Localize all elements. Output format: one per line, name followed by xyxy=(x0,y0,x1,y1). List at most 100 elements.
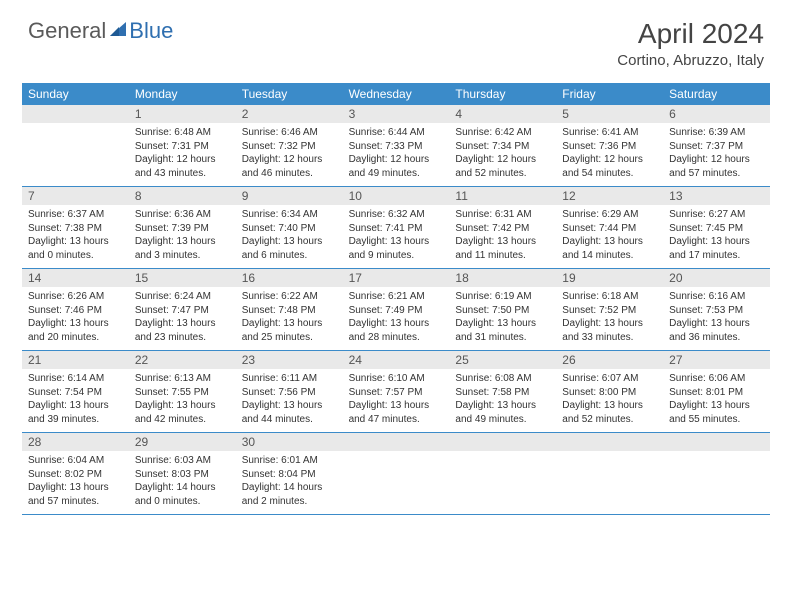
day-number: 28 xyxy=(22,433,129,451)
day-number xyxy=(449,433,556,451)
day-info xyxy=(343,451,450,460)
sail-icon xyxy=(108,18,128,44)
weekday-sun: Sunday xyxy=(22,83,129,105)
calendar-cell xyxy=(556,433,663,514)
calendar-cell: 22Sunrise: 6:13 AMSunset: 7:55 PMDayligh… xyxy=(129,351,236,432)
day-number xyxy=(556,433,663,451)
calendar-week: 14Sunrise: 6:26 AMSunset: 7:46 PMDayligh… xyxy=(22,269,770,351)
day-info: Sunrise: 6:06 AMSunset: 8:01 PMDaylight:… xyxy=(663,369,770,432)
day-info: Sunrise: 6:29 AMSunset: 7:44 PMDaylight:… xyxy=(556,205,663,268)
calendar-cell: 11Sunrise: 6:31 AMSunset: 7:42 PMDayligh… xyxy=(449,187,556,268)
day-number: 16 xyxy=(236,269,343,287)
calendar-cell: 25Sunrise: 6:08 AMSunset: 7:58 PMDayligh… xyxy=(449,351,556,432)
calendar-cell: 3Sunrise: 6:44 AMSunset: 7:33 PMDaylight… xyxy=(343,105,450,186)
day-info: Sunrise: 6:14 AMSunset: 7:54 PMDaylight:… xyxy=(22,369,129,432)
title-block: April 2024 Cortino, Abruzzo, Italy xyxy=(617,18,764,69)
day-number: 4 xyxy=(449,105,556,123)
calendar-cell: 12Sunrise: 6:29 AMSunset: 7:44 PMDayligh… xyxy=(556,187,663,268)
day-number: 27 xyxy=(663,351,770,369)
day-number: 1 xyxy=(129,105,236,123)
day-info: Sunrise: 6:27 AMSunset: 7:45 PMDaylight:… xyxy=(663,205,770,268)
calendar-cell: 13Sunrise: 6:27 AMSunset: 7:45 PMDayligh… xyxy=(663,187,770,268)
day-number: 8 xyxy=(129,187,236,205)
page-title: April 2024 xyxy=(617,18,764,50)
weekday-header: Sunday Monday Tuesday Wednesday Thursday… xyxy=(22,83,770,105)
day-number: 5 xyxy=(556,105,663,123)
day-info: Sunrise: 6:26 AMSunset: 7:46 PMDaylight:… xyxy=(22,287,129,350)
day-info: Sunrise: 6:36 AMSunset: 7:39 PMDaylight:… xyxy=(129,205,236,268)
day-number: 19 xyxy=(556,269,663,287)
calendar-cell xyxy=(343,433,450,514)
calendar-cell: 18Sunrise: 6:19 AMSunset: 7:50 PMDayligh… xyxy=(449,269,556,350)
weekday-thu: Thursday xyxy=(449,83,556,105)
calendar-cell: 23Sunrise: 6:11 AMSunset: 7:56 PMDayligh… xyxy=(236,351,343,432)
day-info: Sunrise: 6:41 AMSunset: 7:36 PMDaylight:… xyxy=(556,123,663,186)
weekday-tue: Tuesday xyxy=(236,83,343,105)
calendar-cell: 4Sunrise: 6:42 AMSunset: 7:34 PMDaylight… xyxy=(449,105,556,186)
calendar-cell: 9Sunrise: 6:34 AMSunset: 7:40 PMDaylight… xyxy=(236,187,343,268)
calendar-cell: 15Sunrise: 6:24 AMSunset: 7:47 PMDayligh… xyxy=(129,269,236,350)
weekday-wed: Wednesday xyxy=(343,83,450,105)
day-info: Sunrise: 6:37 AMSunset: 7:38 PMDaylight:… xyxy=(22,205,129,268)
day-info: Sunrise: 6:13 AMSunset: 7:55 PMDaylight:… xyxy=(129,369,236,432)
day-number: 14 xyxy=(22,269,129,287)
calendar-cell: 2Sunrise: 6:46 AMSunset: 7:32 PMDaylight… xyxy=(236,105,343,186)
day-info: Sunrise: 6:18 AMSunset: 7:52 PMDaylight:… xyxy=(556,287,663,350)
day-number xyxy=(663,433,770,451)
day-number xyxy=(343,433,450,451)
day-info: Sunrise: 6:16 AMSunset: 7:53 PMDaylight:… xyxy=(663,287,770,350)
day-number: 15 xyxy=(129,269,236,287)
calendar-cell: 20Sunrise: 6:16 AMSunset: 7:53 PMDayligh… xyxy=(663,269,770,350)
calendar-cell: 26Sunrise: 6:07 AMSunset: 8:00 PMDayligh… xyxy=(556,351,663,432)
day-info: Sunrise: 6:24 AMSunset: 7:47 PMDaylight:… xyxy=(129,287,236,350)
calendar: Sunday Monday Tuesday Wednesday Thursday… xyxy=(22,83,770,515)
calendar-body: 1Sunrise: 6:48 AMSunset: 7:31 PMDaylight… xyxy=(22,105,770,515)
day-number: 22 xyxy=(129,351,236,369)
day-info xyxy=(663,451,770,460)
calendar-week: 28Sunrise: 6:04 AMSunset: 8:02 PMDayligh… xyxy=(22,433,770,515)
calendar-cell: 19Sunrise: 6:18 AMSunset: 7:52 PMDayligh… xyxy=(556,269,663,350)
calendar-cell: 14Sunrise: 6:26 AMSunset: 7:46 PMDayligh… xyxy=(22,269,129,350)
calendar-cell: 17Sunrise: 6:21 AMSunset: 7:49 PMDayligh… xyxy=(343,269,450,350)
calendar-cell: 16Sunrise: 6:22 AMSunset: 7:48 PMDayligh… xyxy=(236,269,343,350)
day-info: Sunrise: 6:48 AMSunset: 7:31 PMDaylight:… xyxy=(129,123,236,186)
day-info: Sunrise: 6:03 AMSunset: 8:03 PMDaylight:… xyxy=(129,451,236,514)
weekday-sat: Saturday xyxy=(663,83,770,105)
day-number: 9 xyxy=(236,187,343,205)
day-info xyxy=(449,451,556,460)
day-number: 24 xyxy=(343,351,450,369)
day-number: 10 xyxy=(343,187,450,205)
day-info: Sunrise: 6:08 AMSunset: 7:58 PMDaylight:… xyxy=(449,369,556,432)
day-info: Sunrise: 6:04 AMSunset: 8:02 PMDaylight:… xyxy=(22,451,129,514)
brand-part2: Blue xyxy=(129,18,173,44)
calendar-cell xyxy=(663,433,770,514)
calendar-cell xyxy=(22,105,129,186)
page-subtitle: Cortino, Abruzzo, Italy xyxy=(617,52,764,69)
day-info: Sunrise: 6:46 AMSunset: 7:32 PMDaylight:… xyxy=(236,123,343,186)
calendar-week: 7Sunrise: 6:37 AMSunset: 7:38 PMDaylight… xyxy=(22,187,770,269)
calendar-cell: 30Sunrise: 6:01 AMSunset: 8:04 PMDayligh… xyxy=(236,433,343,514)
day-number: 26 xyxy=(556,351,663,369)
calendar-cell: 28Sunrise: 6:04 AMSunset: 8:02 PMDayligh… xyxy=(22,433,129,514)
day-number: 25 xyxy=(449,351,556,369)
day-number: 17 xyxy=(343,269,450,287)
day-info: Sunrise: 6:11 AMSunset: 7:56 PMDaylight:… xyxy=(236,369,343,432)
day-info: Sunrise: 6:34 AMSunset: 7:40 PMDaylight:… xyxy=(236,205,343,268)
day-info: Sunrise: 6:22 AMSunset: 7:48 PMDaylight:… xyxy=(236,287,343,350)
calendar-cell: 21Sunrise: 6:14 AMSunset: 7:54 PMDayligh… xyxy=(22,351,129,432)
day-number: 21 xyxy=(22,351,129,369)
day-number: 18 xyxy=(449,269,556,287)
day-number: 30 xyxy=(236,433,343,451)
day-info: Sunrise: 6:19 AMSunset: 7:50 PMDaylight:… xyxy=(449,287,556,350)
day-number xyxy=(22,105,129,123)
day-number: 23 xyxy=(236,351,343,369)
day-number: 13 xyxy=(663,187,770,205)
day-info: Sunrise: 6:42 AMSunset: 7:34 PMDaylight:… xyxy=(449,123,556,186)
day-info: Sunrise: 6:21 AMSunset: 7:49 PMDaylight:… xyxy=(343,287,450,350)
calendar-week: 1Sunrise: 6:48 AMSunset: 7:31 PMDaylight… xyxy=(22,105,770,187)
day-info: Sunrise: 6:44 AMSunset: 7:33 PMDaylight:… xyxy=(343,123,450,186)
day-number: 20 xyxy=(663,269,770,287)
brand-part1: General xyxy=(28,18,106,44)
calendar-cell: 8Sunrise: 6:36 AMSunset: 7:39 PMDaylight… xyxy=(129,187,236,268)
day-info: Sunrise: 6:07 AMSunset: 8:00 PMDaylight:… xyxy=(556,369,663,432)
